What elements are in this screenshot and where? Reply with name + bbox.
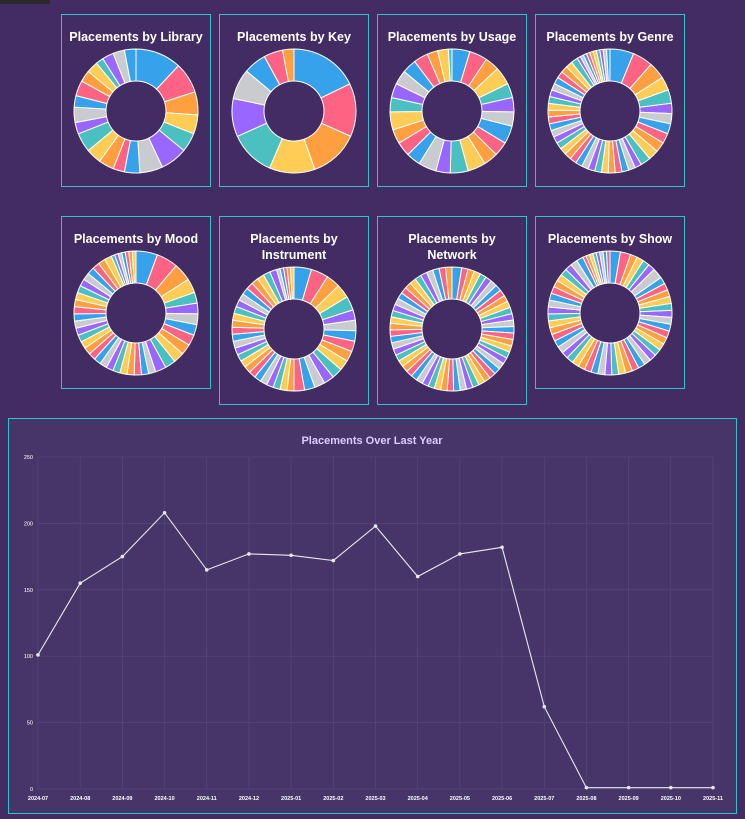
top-strip <box>0 0 50 4</box>
data-point <box>331 558 336 563</box>
x-tick-label: 2024-12 <box>239 796 259 802</box>
x-tick-label: 2025-09 <box>619 796 639 802</box>
chart-card: Placements by Key <box>219 14 369 187</box>
data-point <box>542 704 547 709</box>
doughnut-segment <box>605 250 611 284</box>
x-tick-label: 2024-07 <box>28 796 48 802</box>
chart-card: Placements by Library <box>61 14 211 187</box>
x-tick-label: 2025-03 <box>365 796 385 802</box>
chart-title: Placements by Mood <box>73 232 199 246</box>
chart-title: Placements by Usage <box>387 30 517 44</box>
x-tick-label: 2025-05 <box>450 796 470 802</box>
x-tick-label: 2025-06 <box>492 796 512 802</box>
data-point <box>415 574 420 579</box>
data-point <box>78 581 82 585</box>
doughnut-chart <box>73 250 199 376</box>
doughnut-chart <box>231 48 357 174</box>
chart-card: Placements by Mood <box>61 216 211 389</box>
doughnut-segment <box>123 48 137 83</box>
data-point <box>204 568 209 572</box>
chart-card: Placements by Show <box>535 216 685 389</box>
y-tick-label: 100 <box>24 654 33 660</box>
doughnut-segment <box>447 48 453 82</box>
data-point <box>500 545 504 550</box>
data-point <box>36 653 40 657</box>
data-point <box>289 553 293 558</box>
x-tick-label: 2024-10 <box>154 796 174 802</box>
doughnut-chart <box>389 48 515 174</box>
doughnut-chart <box>547 48 673 174</box>
data-point <box>669 785 673 790</box>
chart-card: Placements by Usage <box>377 14 527 187</box>
chart-card: Placements by Genre <box>535 14 685 187</box>
x-tick-label: 2025-02 <box>323 796 343 802</box>
line-chart-card: Placements Over Last Year 0 50 100 150 200 250… <box>8 418 737 814</box>
y-tick-label: 150 <box>24 588 33 594</box>
doughnut-chart <box>547 250 673 376</box>
chart-card: Placements by Instrument <box>219 216 369 405</box>
chart-title: Placements by Instrument <box>250 232 338 262</box>
doughnut-segment <box>281 48 295 83</box>
chart-title: Placements by Show <box>547 232 673 246</box>
x-tick-label: 2024-08 <box>70 796 90 802</box>
x-tick-label: 2025-11 <box>703 796 723 802</box>
data-point <box>458 552 462 556</box>
x-tick-label: 2025-10 <box>661 796 681 802</box>
x-tick-label: 2025-04 <box>408 796 429 802</box>
doughnut-segment <box>606 48 611 82</box>
y-tick-label: 0 <box>30 787 33 793</box>
chart-title: Placements Over Last Year <box>301 435 443 447</box>
doughnut-segment <box>289 266 295 300</box>
data-point <box>584 785 589 790</box>
data-point <box>120 554 125 559</box>
chart-title: Placements by Library <box>69 30 203 44</box>
chart-title: Placements by Network <box>408 232 496 262</box>
chart-title: Placements by Genre <box>546 30 674 44</box>
data-point <box>247 552 251 556</box>
x-tick-label: 2025-07 <box>534 796 554 802</box>
data-point <box>162 510 167 515</box>
doughnut-chart <box>73 48 199 174</box>
chart-title: Placements by Key <box>237 30 351 44</box>
x-tick-label: 2025-08 <box>576 796 596 802</box>
x-tick-label: 2025-01 <box>281 796 301 802</box>
x-tick-label: 2024-11 <box>197 796 217 802</box>
doughnut-segment <box>131 250 137 284</box>
y-tick-label: 250 <box>24 455 33 461</box>
y-tick-label: 50 <box>27 721 33 727</box>
data-point <box>626 785 631 790</box>
doughnut-segment <box>444 266 453 300</box>
y-tick-label: 200 <box>24 521 33 527</box>
doughnut-chart <box>231 266 357 392</box>
doughnut-chart <box>389 266 515 392</box>
data-point <box>711 785 715 790</box>
data-point <box>373 524 378 528</box>
chart-card: Placements by Network <box>377 216 527 405</box>
x-tick-label: 2024-09 <box>112 796 132 802</box>
line-chart: Placements Over Last Year 0 50 100 150 200 250… <box>24 435 723 802</box>
